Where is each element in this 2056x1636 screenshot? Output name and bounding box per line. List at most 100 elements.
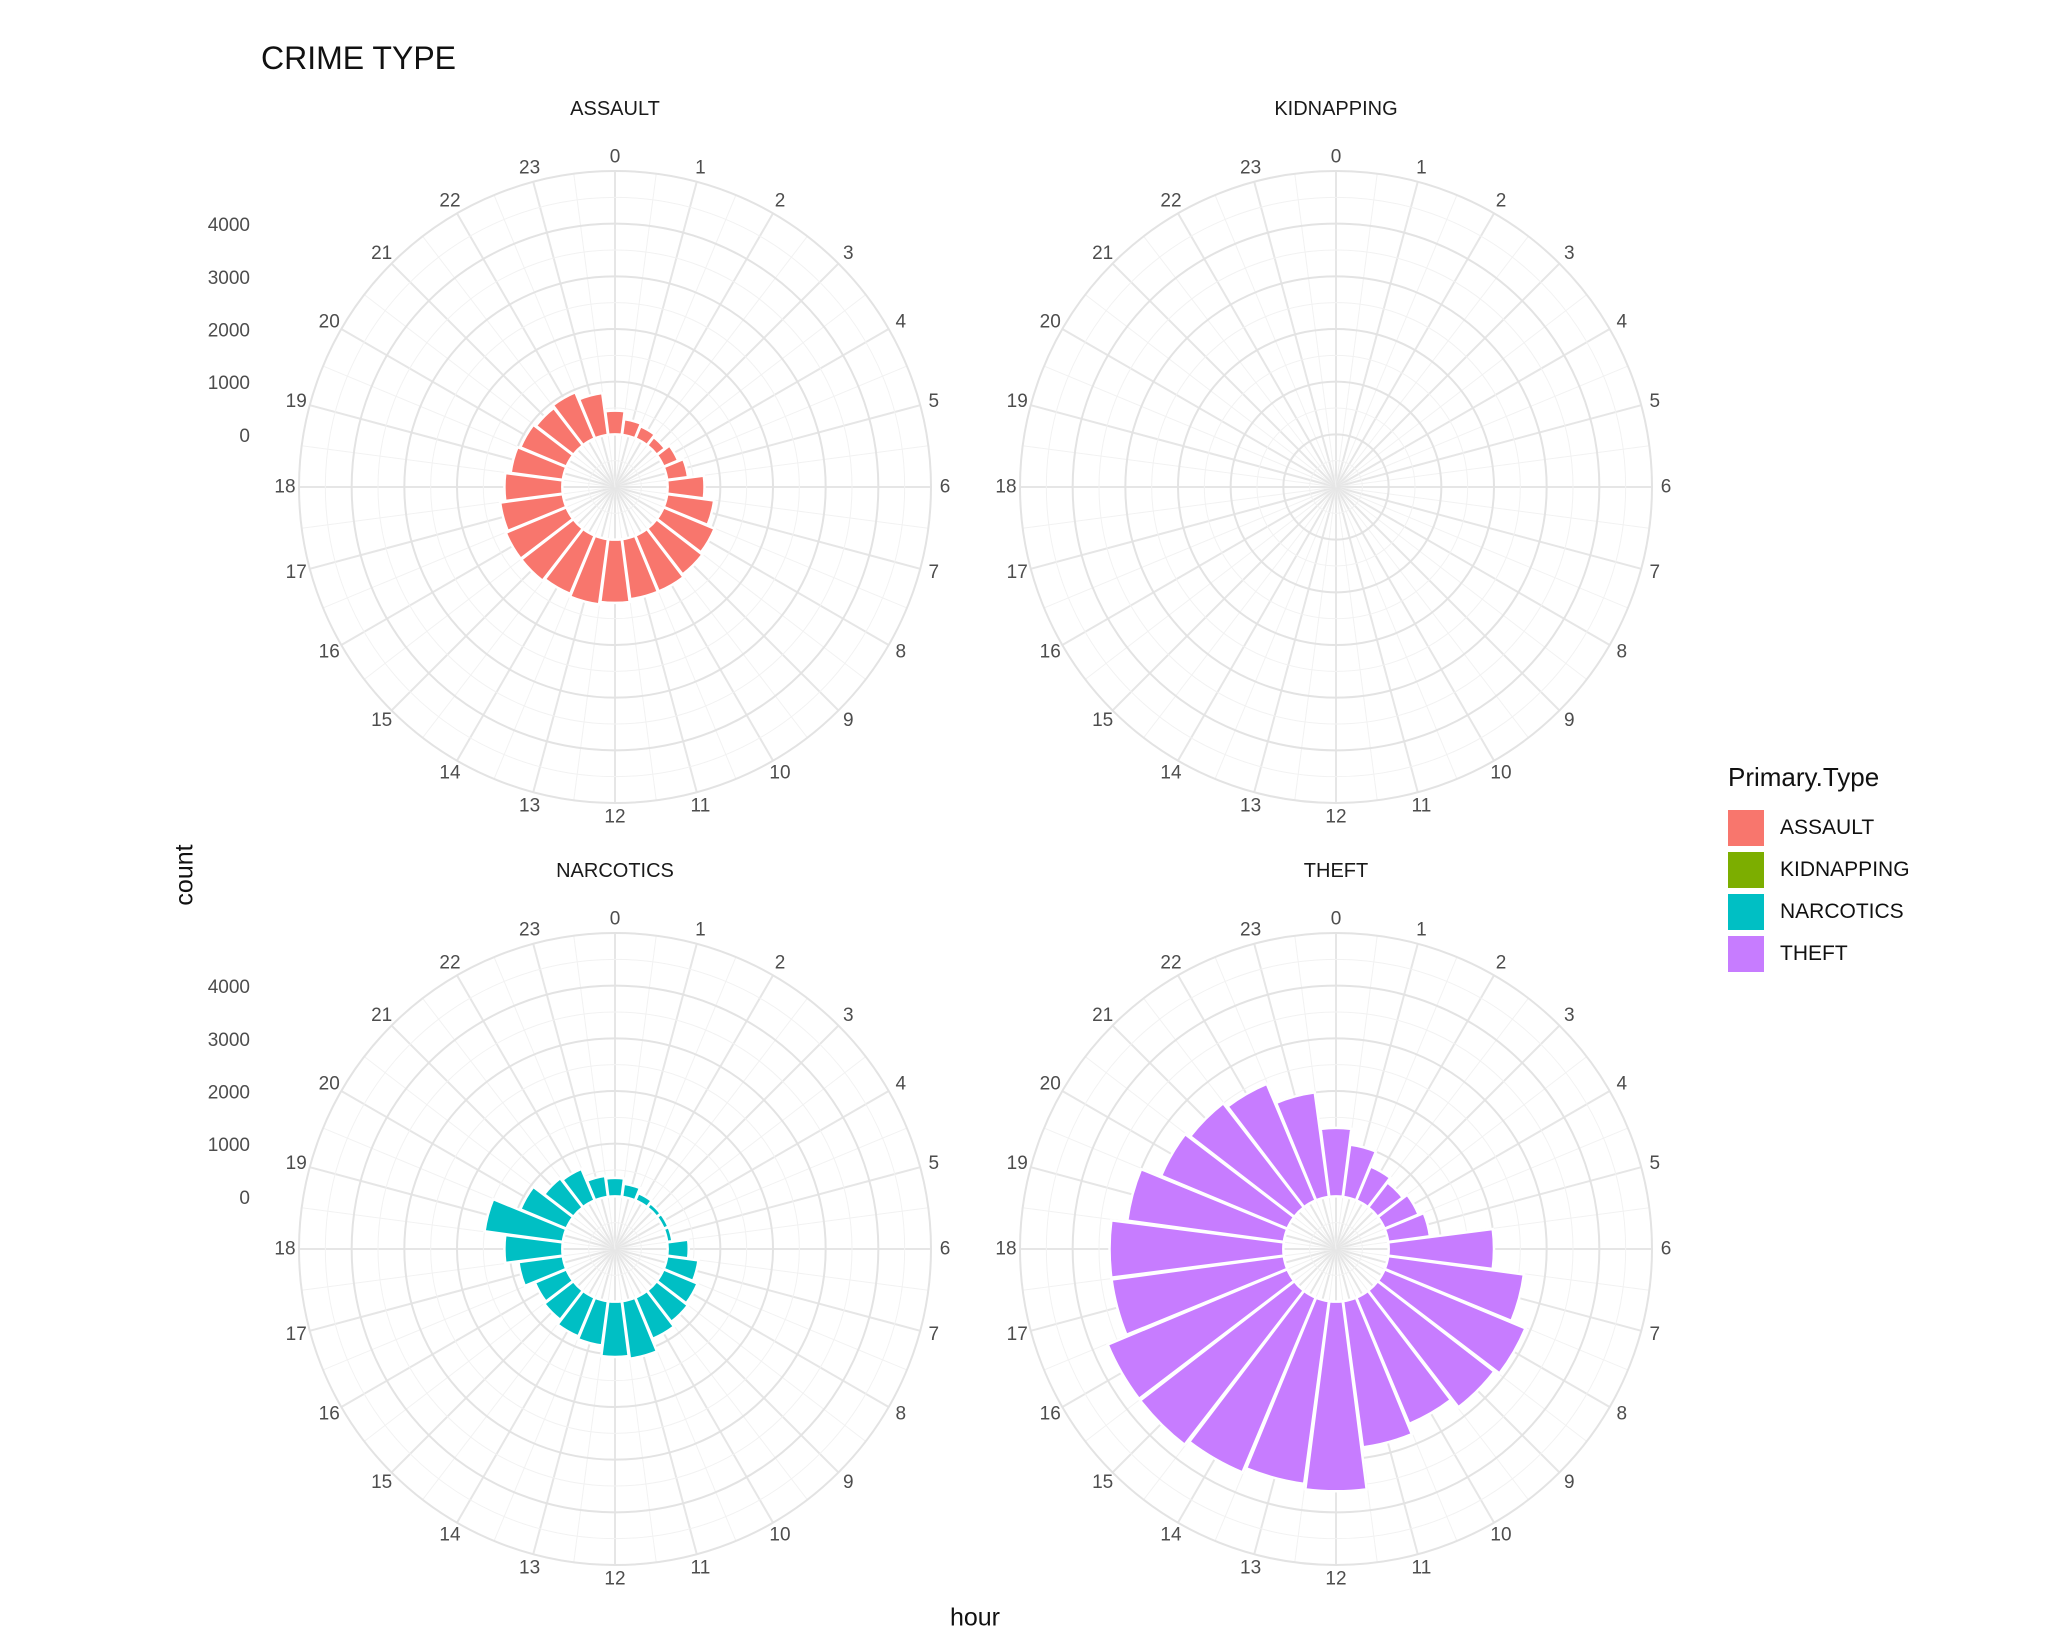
radial-tick-label: 0 <box>239 426 250 447</box>
hour-tick-label: 10 <box>1490 1524 1511 1545</box>
legend-label-kidnapping: KIDNAPPING <box>1780 858 1910 881</box>
hour-tick-label: 23 <box>519 920 540 941</box>
ring-gridline <box>1019 932 1653 1566</box>
bar-theft-hour-14 <box>1187 1289 1318 1475</box>
ring-gridline <box>403 1037 827 1461</box>
ring-gridline <box>1045 958 1627 1540</box>
hour-tick-label: 8 <box>895 1404 906 1425</box>
hour-tick-label: 4 <box>1616 1074 1627 1095</box>
legend-key-assault <box>1728 810 1764 846</box>
ring-gridline <box>1124 275 1548 699</box>
radial-tick-label: 3000 <box>208 1030 250 1051</box>
hour-tick-label: 19 <box>1007 1153 1028 1174</box>
hour-tick-label: 11 <box>1412 1557 1432 1578</box>
hour-tick-label: 6 <box>1661 1239 1672 1260</box>
facet-strip-assault: ASSAULT <box>570 98 660 120</box>
hour-tick-label: 23 <box>1240 920 1261 941</box>
hour-tick-label: 5 <box>1649 391 1660 412</box>
hour-tick-label: 4 <box>895 312 906 333</box>
bar-assault-hour-20 <box>518 423 575 469</box>
hour-tick-label: 2 <box>1496 953 1507 974</box>
radial-tick-label: 4000 <box>208 977 250 998</box>
bar-assault-hour-13 <box>568 534 610 606</box>
bar-assault-hour-0 <box>603 409 627 437</box>
hour-tick-label: 4 <box>1616 312 1627 333</box>
ring-gridline <box>588 1222 642 1276</box>
hour-tick-label: 16 <box>1040 642 1061 663</box>
hour-tick-label: 14 <box>439 762 461 783</box>
legend-key-narcotics <box>1728 894 1764 930</box>
facet-strip-narcotics: NARCOTICS <box>556 860 674 882</box>
ring-gridline <box>482 1116 748 1382</box>
ring-gridline <box>298 932 932 1566</box>
bar-theft-hour-21 <box>1188 1101 1306 1219</box>
hour-tick-label: 0 <box>1331 909 1342 930</box>
bar-theft-hour-16 <box>1106 1267 1296 1401</box>
hour-tick-label: 6 <box>1661 477 1672 498</box>
hour-tick-label: 23 <box>519 158 540 179</box>
hour-tick-label: 2 <box>775 953 786 974</box>
hour-tick-label: 12 <box>604 1569 625 1590</box>
bar-theft-hour-9 <box>1366 1279 1497 1410</box>
legend-key-theft <box>1728 936 1764 972</box>
hour-tick-label: 1 <box>1416 920 1427 941</box>
radial-tick-label: 2000 <box>208 321 250 342</box>
hour-tick-label: 15 <box>371 710 392 731</box>
hour-tick-label: 21 <box>371 243 392 264</box>
facet-strip-kidnapping: KIDNAPPING <box>1274 98 1397 120</box>
hour-tick-label: 19 <box>286 1153 307 1174</box>
hour-tick-label: 13 <box>1240 795 1261 816</box>
hour-tick-label: 18 <box>995 477 1016 498</box>
bar-theft-hour-20 <box>1159 1132 1296 1231</box>
legend-label-assault: ASSAULT <box>1780 816 1875 839</box>
legend-item-theft: THEFT <box>1728 933 1910 975</box>
bar-theft-hour-18 <box>1108 1218 1286 1280</box>
hour-tick-label: 3 <box>843 1005 854 1026</box>
hour-tick-label: 12 <box>1325 807 1346 828</box>
hour-tick-label: 10 <box>769 762 790 783</box>
ring-gridline <box>298 170 932 804</box>
legend-label-narcotics: NARCOTICS <box>1780 900 1904 923</box>
bar-narcotics-hour-2 <box>633 1191 654 1209</box>
ring-gridline <box>1071 222 1601 752</box>
hour-tick-label: 6 <box>940 477 951 498</box>
bar-assault-hour-19 <box>509 445 568 482</box>
hour-tick-label: 8 <box>1616 1404 1627 1425</box>
ring-gridline <box>350 984 880 1514</box>
hour-tick-label: 3 <box>843 243 854 264</box>
bar-narcotics-hour-12 <box>599 1299 631 1359</box>
legend: Primary.Type ASSAULT KIDNAPPING NARCOTIC… <box>1728 762 1910 975</box>
bar-narcotics-hour-19 <box>483 1197 568 1244</box>
hour-tick-label: 20 <box>319 1074 340 1095</box>
ring-gridline <box>403 275 827 699</box>
hour-tick-label: 21 <box>1092 243 1113 264</box>
ring-gridline <box>456 328 774 646</box>
bar-narcotics-hour-15 <box>542 1279 585 1322</box>
radial-tick-label: 4000 <box>208 215 250 236</box>
hour-tick-label: 7 <box>1649 1324 1660 1345</box>
hour-tick-label: 20 <box>319 312 340 333</box>
bar-narcotics-hour-22 <box>560 1167 597 1209</box>
ring-gridline <box>377 1011 853 1487</box>
bar-theft-hour-12 <box>1303 1299 1369 1493</box>
ring-gridline <box>350 222 880 752</box>
bar-narcotics-hour-11 <box>620 1296 659 1361</box>
bar-narcotics-hour-23 <box>585 1174 610 1202</box>
hour-tick-label: 12 <box>1325 1569 1346 1590</box>
hour-tick-label: 22 <box>1160 191 1181 212</box>
chart-title: CRIME TYPE <box>261 40 456 76</box>
radial-tick-label: 1000 <box>208 373 250 394</box>
y-axis-label: count <box>170 844 199 906</box>
hour-tick-label: 5 <box>928 1153 939 1174</box>
bar-theft-hour-15 <box>1138 1279 1306 1447</box>
hour-tick-label: 0 <box>610 147 621 168</box>
hour-tick-label: 1 <box>695 158 706 179</box>
hour-tick-label: 20 <box>1040 312 1061 333</box>
ring-gridline <box>1151 302 1521 672</box>
hour-tick-label: 3 <box>1564 1005 1575 1026</box>
hour-tick-label: 9 <box>1564 710 1575 731</box>
bar-theft-hour-10 <box>1354 1289 1453 1426</box>
bar-narcotics-hour-13 <box>576 1296 610 1347</box>
ring-gridline <box>1098 249 1574 725</box>
hour-tick-label: 17 <box>286 1324 307 1345</box>
